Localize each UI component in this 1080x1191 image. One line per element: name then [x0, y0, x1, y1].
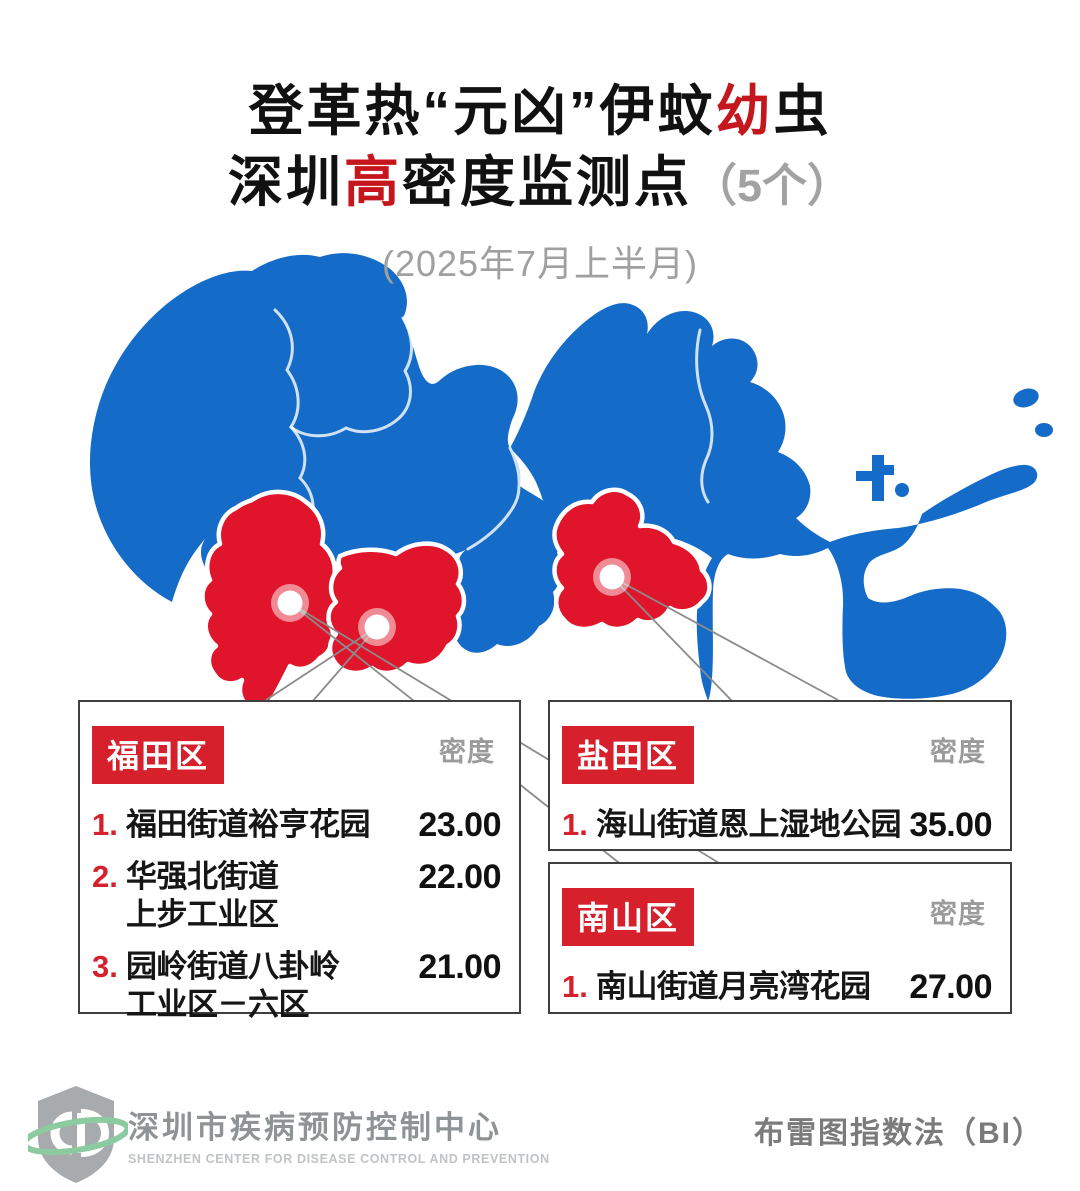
- site-rank: 2.: [92, 859, 118, 894]
- site-rows: 1. 南山街道月亮湾花园 27.00: [562, 968, 992, 1006]
- title-block: 登革热“元凶”伊蚊幼虫 深圳高密度监测点（5个） (2025年7月上半月): [0, 76, 1080, 287]
- monitor-marker-futian: [358, 608, 396, 646]
- map-east-landmass: [510, 303, 1038, 701]
- title-line-2: 深圳高密度监测点（5个）: [0, 147, 1080, 221]
- site-row: 1. 福田街道裕亨花园 23.00: [92, 806, 501, 844]
- border-baoan-longhua: [289, 425, 316, 567]
- callout-line-yantian-2: [611, 576, 839, 701]
- district-badge: 盐田区: [562, 726, 695, 784]
- site-density-value: 23.00: [418, 806, 501, 844]
- map-islet-ne2: [1035, 423, 1053, 437]
- map-islet-flag: [856, 455, 894, 501]
- density-column-label: 密度: [930, 899, 986, 929]
- title-line2-tail: 密度监测点: [401, 151, 692, 213]
- monitor-markers: [271, 558, 631, 646]
- site-name-line1: 华强北街道: [126, 859, 279, 894]
- monitor-marker-yantian: [593, 558, 631, 596]
- org-name-block: 深圳市疾病预防控制中心 SHENZHEN CENTER FOR DISEASE …: [128, 1102, 550, 1166]
- site-row: 3. 园岭街道八卦岭 工业区－六区 21.00: [92, 948, 501, 1024]
- site-name-line1: 园岭街道八卦岭: [126, 949, 340, 984]
- title-line2-red-char: 高: [343, 151, 402, 213]
- title-line-1: 登革热“元凶”伊蚊幼虫: [0, 76, 1080, 147]
- site-rank: 1.: [92, 807, 118, 842]
- panel-yantian: 盐田区 密度 1. 海山街道恩上湿地公园 35.00: [548, 700, 1012, 851]
- site-row: 1. 海山街道恩上湿地公园 35.00: [562, 806, 992, 844]
- density-column-label: 密度: [930, 737, 986, 767]
- monitor-marker-nanshan: [271, 584, 309, 622]
- site-rows: 1. 福田街道裕亨花园 23.00 2. 华强北街道 上步工业区 22.00 3.…: [92, 806, 501, 1024]
- panel-futian: 福田区 密度 1. 福田街道裕亨花园 23.00 2. 华强北街道 上步工业区 2…: [78, 700, 521, 1022]
- district-nanshan: [200, 489, 340, 712]
- map-islet-ne1: [1013, 388, 1039, 408]
- index-method-label: 布雷图指数法（BI）: [754, 1117, 1044, 1150]
- map-islet-dot: [895, 483, 909, 497]
- site-name: 福田街道裕亨花园: [126, 806, 371, 844]
- site-name: 海山街道恩上湿地公园: [596, 806, 902, 844]
- org-name-cn: 深圳市疾病预防控制中心: [128, 1110, 502, 1145]
- title-line1-tail: 虫: [773, 80, 832, 142]
- site-name-line1: 南山街道月亮湾花园: [596, 969, 871, 1004]
- title-line1-text: 登革热“元凶”伊蚊: [248, 80, 716, 142]
- site-name-line2: 工业区－六区: [126, 987, 309, 1022]
- panel-nanshan: 南山区 密度 1. 南山街道月亮湾花园 27.00: [548, 862, 1012, 1014]
- density-column-label: 密度: [439, 737, 495, 767]
- org-name-en: SHENZHEN CENTER FOR DISEASE CONTROL AND …: [128, 1152, 550, 1166]
- site-row: 2. 华强北街道 上步工业区 22.00: [92, 858, 501, 934]
- site-rows: 1. 海山街道恩上湿地公园 35.00: [562, 806, 992, 844]
- district-yantian: [552, 487, 712, 632]
- border-guangming: [273, 308, 413, 438]
- cdc-logo-icon: [28, 1086, 128, 1183]
- title-line1-red-char: 幼: [715, 80, 774, 142]
- district-futian: [326, 541, 467, 676]
- site-rank: 1.: [562, 807, 588, 842]
- footer: 深圳市疾病预防控制中心 SHENZHEN CENTER FOR DISEASE …: [0, 1076, 1080, 1191]
- site-rank: 3.: [92, 949, 118, 984]
- site-name: 华强北街道 上步工业区: [126, 858, 279, 934]
- site-name-line2: 上步工业区: [126, 897, 279, 932]
- site-name-line1: 福田街道裕亨花园: [126, 807, 371, 842]
- callout-line-futian-2: [311, 626, 378, 703]
- border-longgang-pingshan: [695, 328, 714, 504]
- site-row: 1. 南山街道月亮湾花园 27.00: [562, 968, 992, 1006]
- site-name-line1: 海山街道恩上湿地公园: [596, 807, 902, 842]
- title-period: (2025年7月上半月): [381, 243, 699, 284]
- title-count-suffix: （5个）: [692, 160, 853, 211]
- site-rank: 1.: [562, 969, 588, 1004]
- site-name: 园岭街道八卦岭 工业区－六区: [126, 948, 340, 1024]
- district-badge: 福田区: [92, 726, 225, 784]
- site-density-value: 35.00: [909, 806, 992, 844]
- callout-line-yantian-1: [611, 576, 734, 703]
- map-west-landmass: [89, 253, 562, 653]
- border-longhua-luohu: [466, 446, 521, 551]
- district-badge: 南山区: [562, 888, 695, 946]
- site-density-value: 21.00: [418, 948, 501, 986]
- site-density-value: 22.00: [418, 858, 501, 896]
- callout-line-futian-1: [262, 626, 378, 703]
- site-name: 南山街道月亮湾花园: [596, 968, 871, 1006]
- title-line2-text: 深圳: [227, 151, 344, 213]
- site-density-value: 27.00: [909, 968, 992, 1006]
